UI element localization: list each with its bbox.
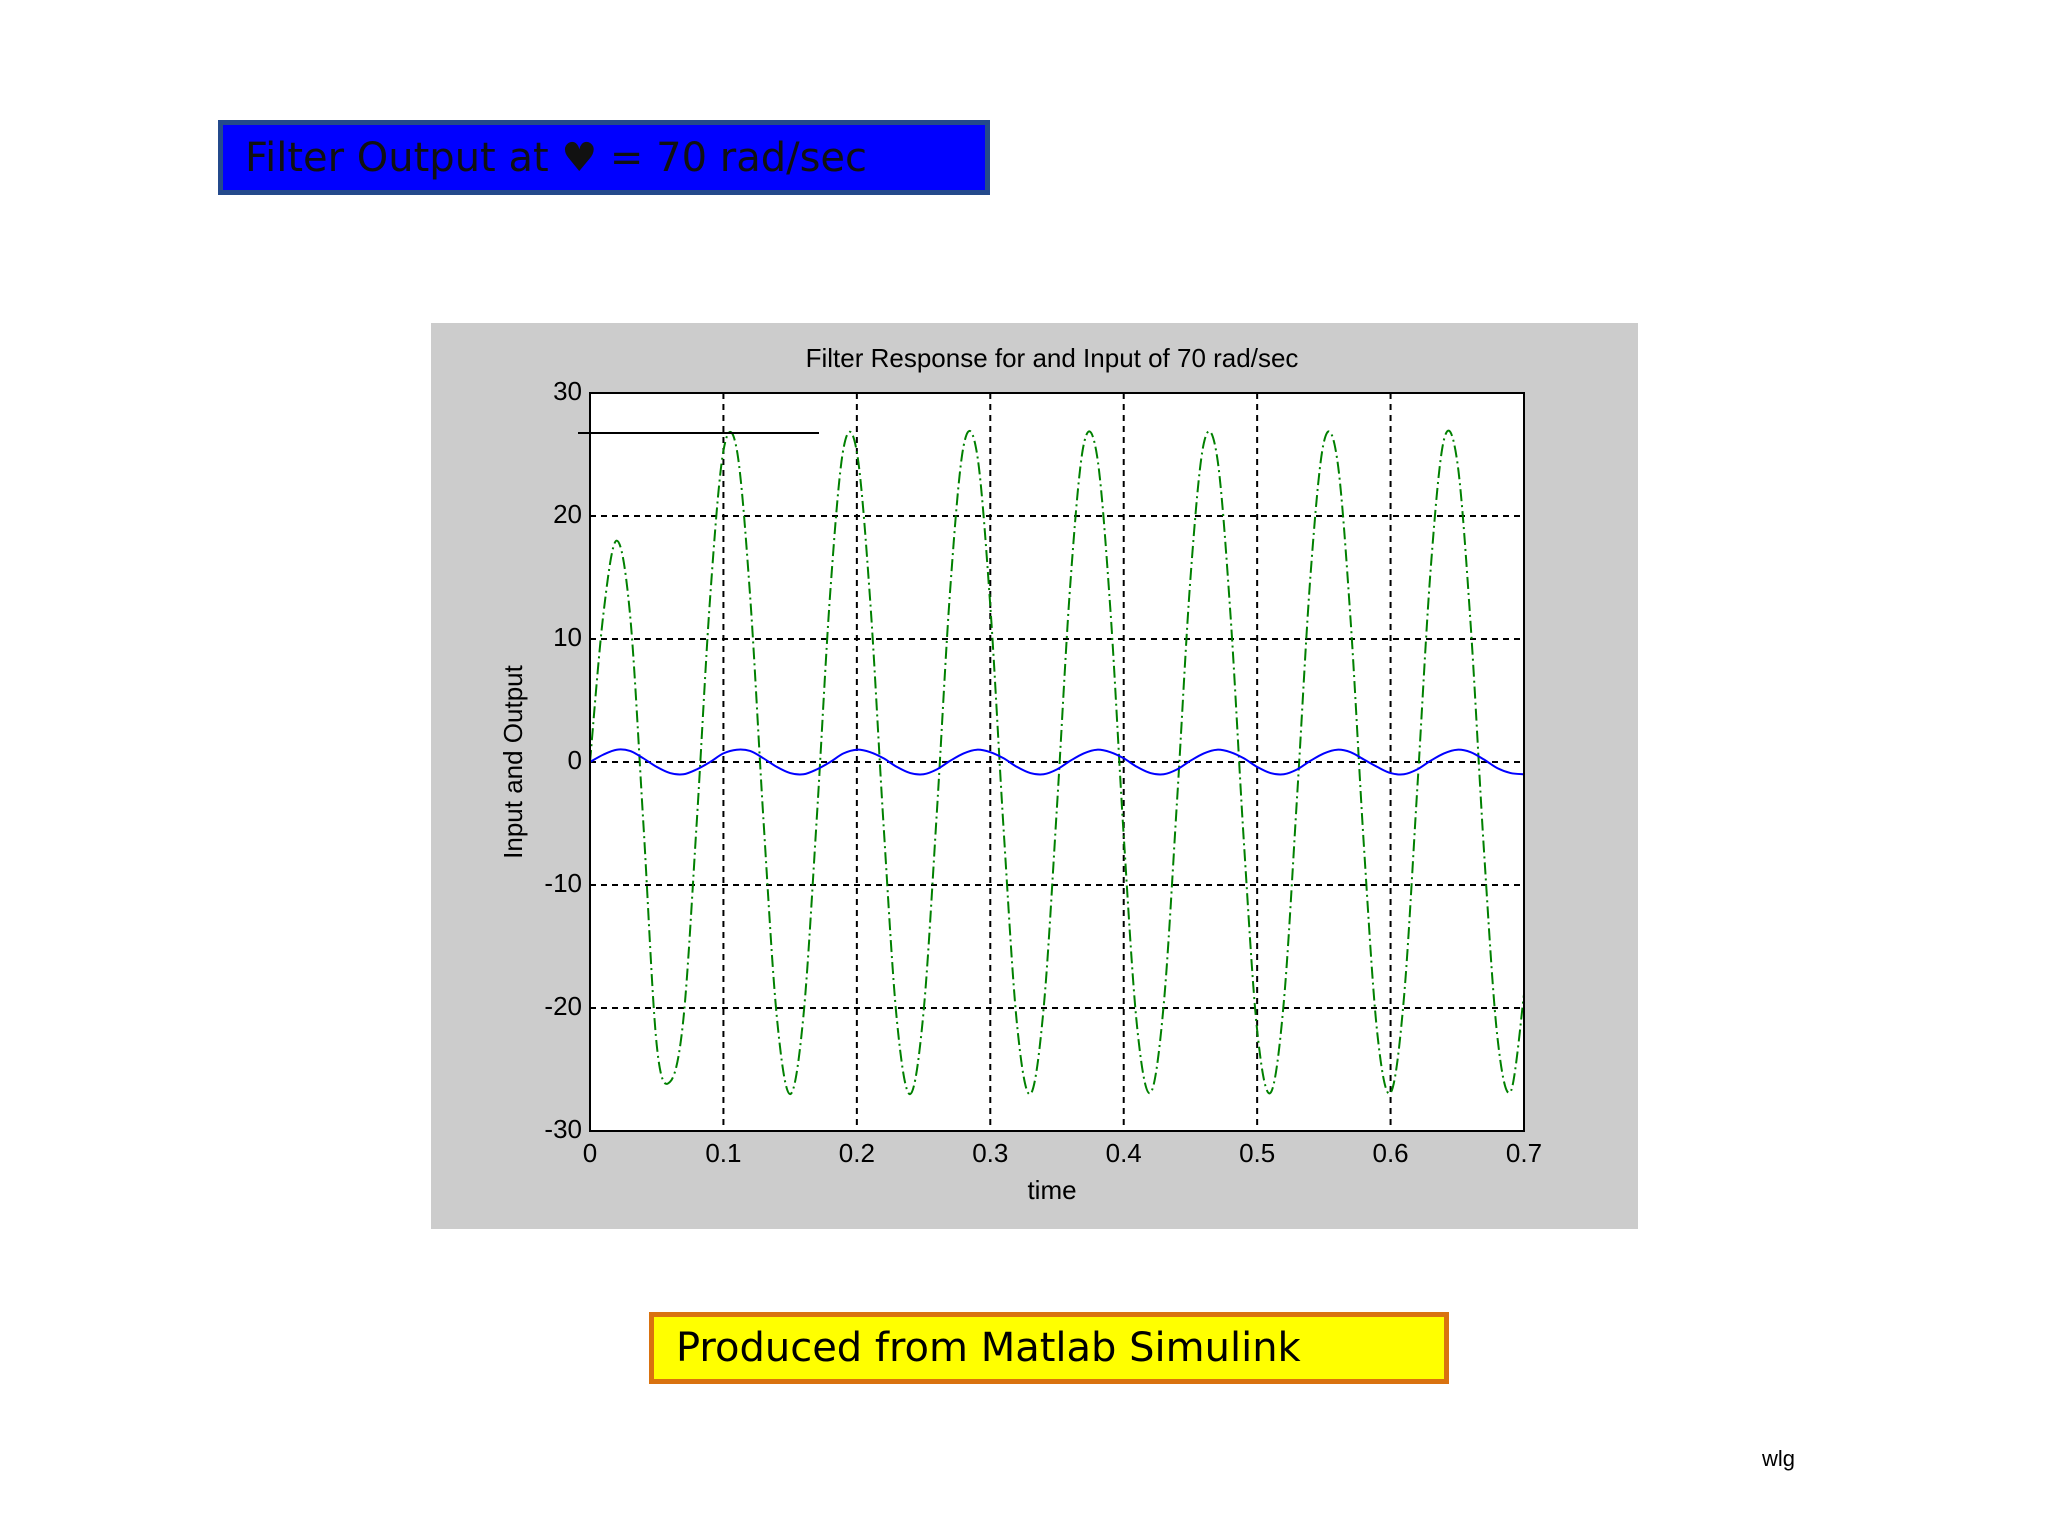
- x-axis-label: time: [1027, 1175, 1076, 1205]
- x-tick-label: 0.2: [839, 1138, 875, 1168]
- lines: [589, 429, 1525, 1096]
- y-tick-label: -10: [544, 868, 582, 898]
- y-tick-label: 20: [553, 499, 582, 529]
- x-tick-label: 0.7: [1506, 1138, 1542, 1168]
- series-line: [589, 748, 1525, 776]
- footer-text: Produced from Matlab Simulink: [676, 1325, 1301, 1371]
- y-tick-label: 10: [553, 622, 582, 652]
- footer-box: Produced from Matlab Simulink: [649, 1312, 1449, 1384]
- footer-note: wlg: [1762, 1446, 1796, 1471]
- x-tick-label: 0: [583, 1138, 597, 1168]
- y-tick-label: -20: [544, 991, 582, 1021]
- y-tick-label: 30: [553, 376, 582, 406]
- y-tick-label: 0: [568, 745, 582, 775]
- axes-box: [589, 392, 1525, 1132]
- x-tick-label: 0.1: [705, 1138, 741, 1168]
- series-line: [589, 429, 1525, 1096]
- x-tick-label: 0.6: [1372, 1138, 1408, 1168]
- grid: 0 0.1 0.2 0.3 0.4 0.5 0.6 0.7 -30 -20 -10 0 10 20 30: [544, 376, 1542, 1168]
- header-text: Filter Output at ♥ = 70 rad/sec: [245, 134, 868, 181]
- y-axis-label: Input and Output: [498, 664, 528, 858]
- chart: Filter Response for and Input of 70 rad/…: [431, 323, 1638, 1229]
- chart-title: Filter Response for and Input of 70 rad/…: [806, 343, 1299, 373]
- x-tick-label: 0.3: [972, 1138, 1008, 1168]
- y-tick-label: -30: [544, 1114, 582, 1144]
- x-tick-label: 0.4: [1106, 1138, 1142, 1168]
- header-box: Filter Output at ♥ = 70 rad/sec: [218, 120, 990, 195]
- x-tick-label: 0.5: [1239, 1138, 1275, 1168]
